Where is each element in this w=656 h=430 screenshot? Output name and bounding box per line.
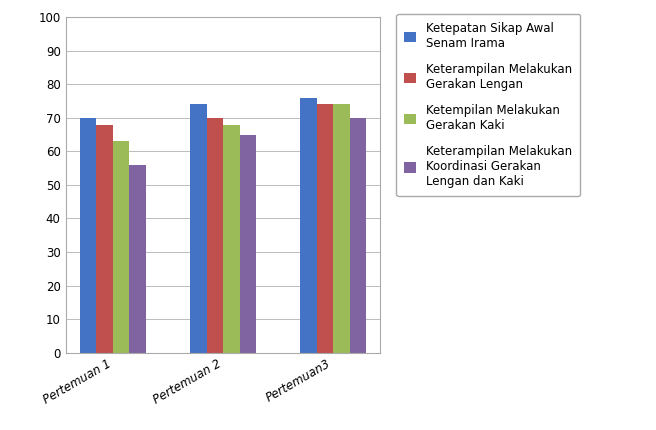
- Bar: [113, 141, 129, 353]
- Bar: [223, 125, 239, 353]
- Bar: [239, 135, 256, 353]
- Bar: [333, 104, 350, 353]
- Bar: [190, 104, 207, 353]
- Bar: [96, 125, 113, 353]
- Bar: [80, 118, 96, 353]
- Bar: [207, 118, 223, 353]
- Bar: [350, 118, 366, 353]
- Legend: Ketepatan Sikap Awal
Senam Irama, Keterampilan Melakukan
Gerakan Lengan, Ketempi: Ketepatan Sikap Awal Senam Irama, Ketera…: [396, 14, 580, 197]
- Bar: [317, 104, 333, 353]
- Bar: [129, 165, 146, 353]
- Bar: [300, 98, 317, 353]
